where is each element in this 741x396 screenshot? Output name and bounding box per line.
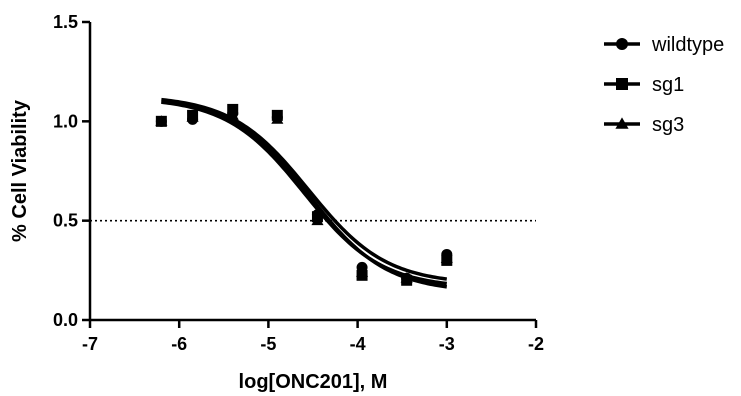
fit-curve-sg3	[161, 100, 448, 286]
data-point-sg3	[271, 113, 284, 124]
fit-curves	[161, 97, 448, 289]
x-axis-ticks: -7 -6 -5 -4 -3 -2	[82, 320, 544, 354]
x-axis-title: log[ONC201], M	[239, 371, 388, 393]
x-tick-label: -6	[171, 334, 187, 354]
fit-curve-wildtype	[161, 97, 448, 281]
data-point-sg3	[311, 214, 324, 226]
legend-marker-sg1	[616, 78, 628, 90]
legend-label-wildtype: wildtype	[651, 34, 724, 56]
data-point-sg3	[400, 272, 413, 283]
x-tick-label: -7	[82, 334, 98, 354]
y-tick-label: 0.0	[53, 310, 78, 330]
legend-label-sg1: sg1	[652, 74, 684, 96]
x-tick-label: -3	[439, 334, 455, 354]
y-tick-label: 1.0	[53, 111, 78, 131]
legend-item-sg1: sg1	[604, 74, 684, 96]
x-tick-label: -2	[528, 334, 544, 354]
data-point-sg3	[226, 109, 239, 120]
y-axis-title: % Cell Viability	[9, 99, 31, 242]
x-tick-label: -5	[260, 334, 276, 354]
data-points	[155, 103, 453, 286]
y-axis-ticks: 0.0 0.5 1.0 1.5	[53, 12, 90, 330]
data-point-sg3	[356, 266, 369, 277]
data-point-sg3	[186, 111, 199, 122]
legend-marker-wildtype	[616, 38, 628, 50]
axes	[88, 22, 536, 322]
legend-label-sg3: sg3	[652, 114, 684, 136]
y-tick-label: 1.5	[53, 12, 78, 32]
data-point-sg3	[440, 252, 453, 263]
legend-item-sg3: sg3	[604, 114, 684, 136]
data-point-sg3	[155, 115, 168, 126]
legend: wildtype sg1 sg3	[604, 34, 724, 136]
y-tick-label: 0.5	[53, 211, 78, 231]
legend-marker-sg3	[615, 117, 629, 129]
x-tick-label: -4	[350, 334, 366, 354]
legend-item-wildtype: wildtype	[604, 34, 724, 56]
